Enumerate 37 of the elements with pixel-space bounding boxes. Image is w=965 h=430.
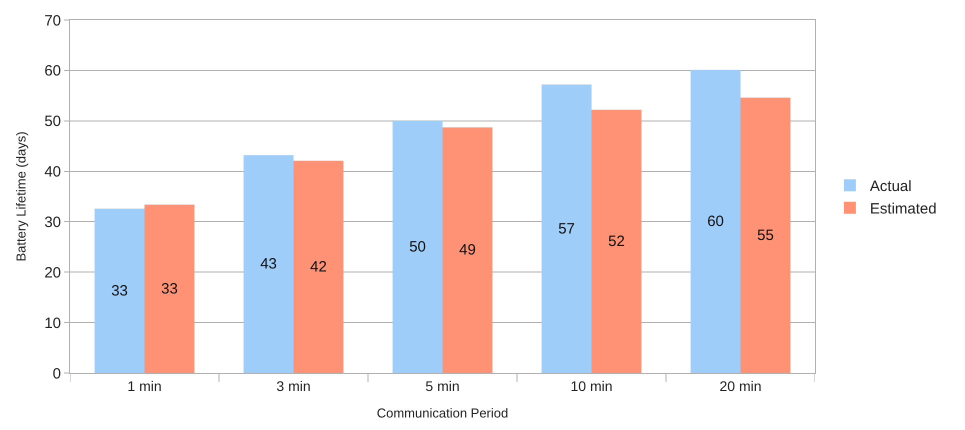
data-label: 52 — [608, 232, 625, 250]
x-tick-label: 3 min — [276, 378, 311, 394]
bar — [294, 160, 344, 373]
y-tick-label: 50 — [44, 113, 61, 130]
data-label: 50 — [409, 238, 426, 256]
data-label: 57 — [558, 220, 575, 238]
x-tick-label: 10 min — [570, 378, 613, 394]
bar — [94, 208, 144, 373]
y-tick-label: 30 — [44, 214, 61, 231]
bar — [542, 84, 592, 373]
data-label: 49 — [459, 242, 476, 259]
y-tick-label: 20 — [44, 264, 61, 282]
data-label: 55 — [757, 226, 774, 244]
bar — [740, 98, 790, 373]
data-label: 42 — [310, 258, 327, 276]
x-axis-title: Communication Period — [376, 405, 508, 420]
data-label: 33 — [111, 282, 128, 300]
data-label: 33 — [161, 280, 178, 298]
bar — [244, 155, 294, 373]
y-tick-label: 70 — [44, 12, 61, 30]
y-tick-label: 60 — [44, 62, 61, 80]
bar — [690, 70, 740, 373]
data-label: 43 — [260, 256, 277, 273]
data-label: 60 — [707, 212, 724, 230]
x-tick-label: 5 min — [425, 378, 460, 394]
y-tick-label: 0 — [52, 365, 61, 382]
legend-label: Estimated — [870, 200, 937, 218]
x-tick-label: 1 min — [127, 378, 162, 394]
bar — [442, 127, 492, 373]
bar — [392, 120, 442, 373]
x-tick-label: 20 min — [719, 378, 762, 394]
y-tick-label: 40 — [44, 164, 61, 181]
y-axis-title: Battery Lifetime (days) — [13, 131, 28, 262]
y-tick-label: 10 — [44, 314, 61, 332]
bar — [592, 110, 642, 373]
legend-label: Actual — [870, 178, 912, 196]
bar — [144, 204, 194, 373]
